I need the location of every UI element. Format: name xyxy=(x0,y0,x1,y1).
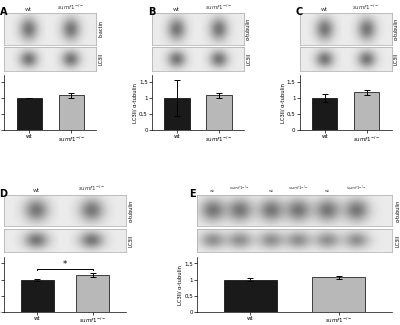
Text: 3 d.p.f.: 3 d.p.f. xyxy=(39,77,61,83)
Text: LC3II: LC3II xyxy=(394,53,399,65)
Text: wt: wt xyxy=(325,189,330,193)
Y-axis label: LC3II/ α-tubulin: LC3II/ α-tubulin xyxy=(132,83,138,123)
Bar xyxy=(354,92,380,130)
Bar xyxy=(21,280,54,312)
Text: wt: wt xyxy=(210,189,215,193)
Text: $\it{sumf1}^{-/-}$: $\it{sumf1}^{-/-}$ xyxy=(78,184,105,193)
Text: $\it{sumf1}^{-/-}$: $\it{sumf1}^{-/-}$ xyxy=(230,184,250,193)
Bar xyxy=(16,98,42,130)
Text: wt: wt xyxy=(33,188,40,193)
Text: wt: wt xyxy=(173,7,180,12)
Text: 5 d.p.f.: 5 d.p.f. xyxy=(187,77,209,83)
Bar xyxy=(58,95,84,130)
Text: *: * xyxy=(63,260,67,269)
Text: 10 d.p.f.: 10 d.p.f. xyxy=(333,77,358,83)
Bar xyxy=(206,95,232,130)
Text: E: E xyxy=(189,189,196,199)
Text: $\it{sumf1}^{-/-}$: $\it{sumf1}^{-/-}$ xyxy=(205,2,232,12)
Text: B: B xyxy=(148,7,156,17)
Bar xyxy=(312,277,366,312)
Text: wt: wt xyxy=(320,7,328,12)
Text: $\it{sumf1}^{-/-}$: $\it{sumf1}^{-/-}$ xyxy=(352,2,380,12)
Bar xyxy=(164,98,190,130)
Text: C: C xyxy=(296,7,303,17)
Text: LC3II: LC3II xyxy=(128,234,133,247)
Text: $\it{sumf1}^{-/-}$: $\it{sumf1}^{-/-}$ xyxy=(288,184,309,193)
Bar xyxy=(312,98,338,130)
Text: $\it{sumf1}^{-/-}$: $\it{sumf1}^{-/-}$ xyxy=(57,2,84,12)
Text: LC3II: LC3II xyxy=(246,53,251,65)
Text: wt: wt xyxy=(269,189,274,193)
Text: LC3II: LC3II xyxy=(98,53,103,65)
Text: b-actin: b-actin xyxy=(98,20,103,37)
Text: $\it{sumf1}^{-/-}$: $\it{sumf1}^{-/-}$ xyxy=(346,184,368,193)
Text: 7 month old brains: 7 month old brains xyxy=(265,259,324,264)
Text: 15 d.p.f.: 15 d.p.f. xyxy=(52,259,78,264)
Text: α-tubulin: α-tubulin xyxy=(396,200,400,222)
Bar xyxy=(76,275,109,312)
Text: D: D xyxy=(0,189,7,199)
Text: LC3II: LC3II xyxy=(396,234,400,247)
Text: α-tubulin: α-tubulin xyxy=(394,18,399,40)
Bar xyxy=(224,280,277,312)
Text: A: A xyxy=(0,7,8,17)
Text: wt: wt xyxy=(25,7,32,12)
Y-axis label: LC3II/ α-tubulin: LC3II/ α-tubulin xyxy=(178,265,183,305)
Y-axis label: LC3II/ α-tubulin: LC3II/ α-tubulin xyxy=(280,83,285,123)
Text: α-tubulin: α-tubulin xyxy=(128,200,133,222)
Text: α-tubulin: α-tubulin xyxy=(246,18,251,40)
